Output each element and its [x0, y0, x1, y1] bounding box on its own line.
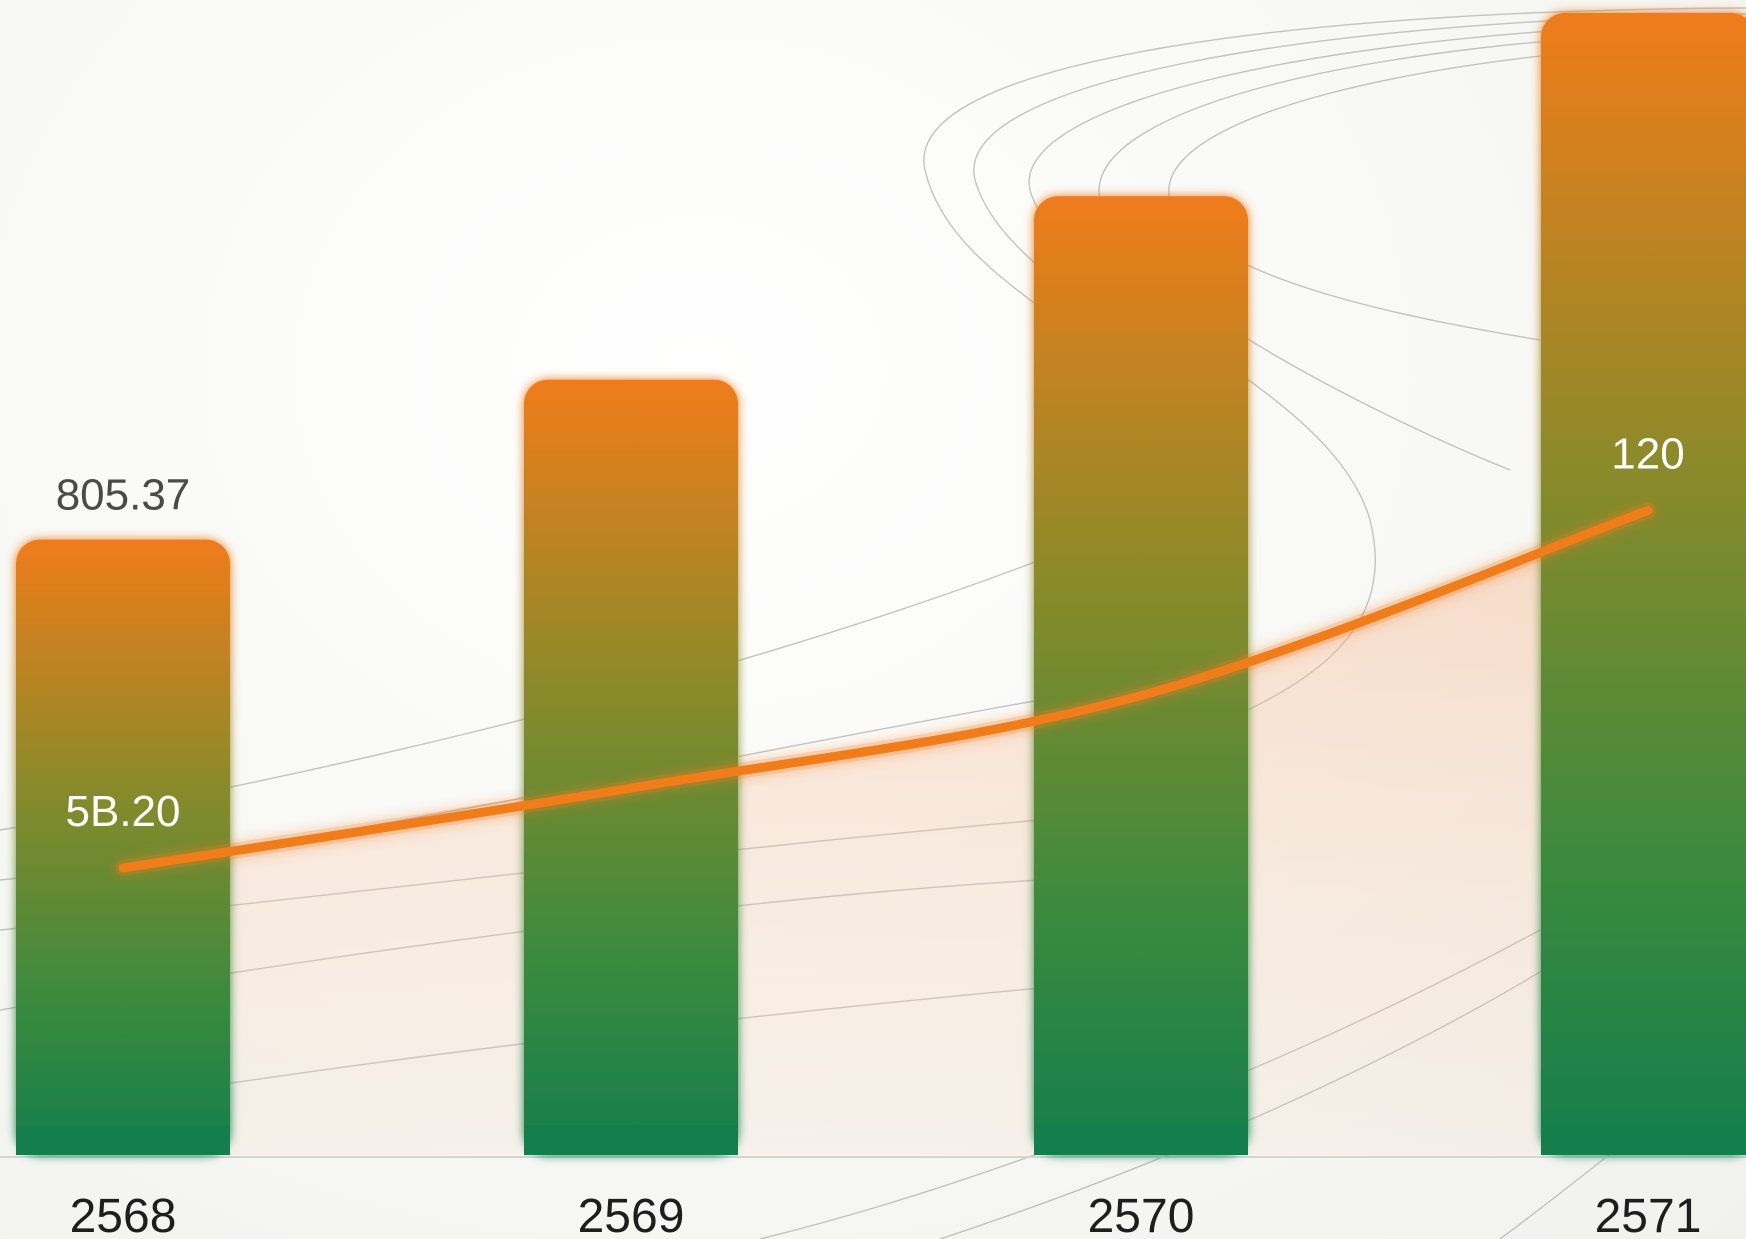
- bar-base-2568: [16, 1125, 230, 1155]
- line-point-2570: [1137, 691, 1145, 700]
- line-point-2571: [1644, 506, 1652, 515]
- line-point-2568: [119, 863, 127, 872]
- bar-base-2570: [1034, 1125, 1248, 1155]
- bar-value-label-2568: 805.37: [56, 471, 191, 520]
- line-value-label-2571: 120: [1611, 429, 1684, 478]
- x-tick-label-2568: 2568: [70, 1190, 177, 1239]
- bar-base-2569: [524, 1125, 738, 1155]
- bar-2568: [16, 539, 230, 1155]
- line-series: [118, 505, 1653, 873]
- x-tick-label-2571: 2571: [1595, 1190, 1702, 1239]
- line-point-2569: [627, 784, 635, 793]
- bar-2570: [1034, 196, 1248, 1156]
- line-area-fill: [123, 510, 1648, 1155]
- line-value-label-2568: 5B.20: [66, 787, 181, 836]
- bar-2569: [524, 379, 738, 1156]
- x-tick-label-2569: 2569: [578, 1190, 685, 1239]
- x-tick-label-2570: 2570: [1088, 1190, 1195, 1239]
- bar-2571: [1541, 12, 1746, 1155]
- bar-base-2571: [1541, 1125, 1746, 1155]
